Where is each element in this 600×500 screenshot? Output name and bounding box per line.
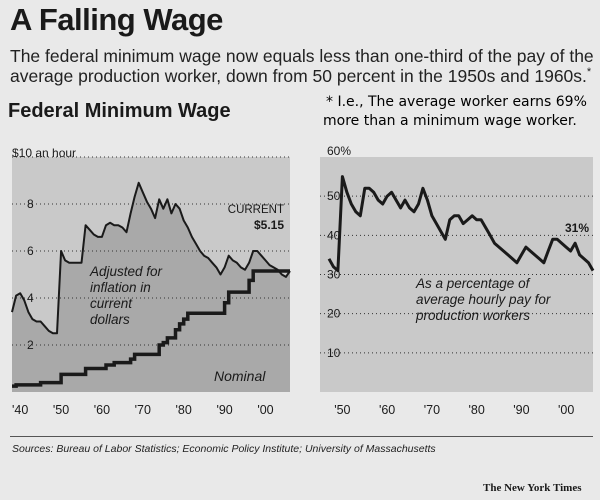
footnote-line-2: more than a minimum wage worker.	[323, 113, 577, 129]
sources: Sources: Bureau of Labor Statistics; Eco…	[12, 443, 436, 455]
annotation-adjusted: inflation in	[90, 280, 151, 295]
dek-line-2: average production worker, down from 50 …	[10, 66, 591, 87]
x-tick-label: '80	[468, 403, 484, 417]
y-tick-label: 50	[327, 189, 341, 203]
x-tick-label: '70	[424, 403, 440, 417]
y-tick-label: 8	[27, 197, 34, 211]
x-tick-label: '60	[94, 403, 110, 417]
x-tick-label: '00	[558, 403, 574, 417]
y-tick-label: 4	[27, 291, 34, 305]
annotation-nominal: Nominal	[214, 368, 266, 384]
annotation-current: CURRENT	[228, 204, 284, 216]
x-tick-label: '50	[53, 403, 69, 417]
y-tick-label: 60%	[327, 144, 351, 158]
series-line-percentage	[327, 175, 595, 273]
x-tick-label: '90	[513, 403, 529, 417]
x-tick-label: '40	[12, 403, 28, 417]
annotation-current-pct: 31%	[565, 221, 589, 235]
x-tick-label: '00	[257, 403, 273, 417]
chart-title: Federal Minimum Wage	[8, 100, 231, 122]
footnote-asterisk: *	[586, 66, 592, 78]
annotation-percentage: As a percentage of	[415, 276, 531, 291]
x-tick-label: '50	[334, 403, 350, 417]
annotation-adjusted: dollars	[90, 312, 130, 327]
series-line-adjusted	[11, 181, 291, 335]
headline: A Falling Wage	[10, 2, 223, 37]
dek-line-2-text: average production worker, down from 50 …	[10, 66, 587, 86]
adjusted-area	[12, 182, 290, 392]
y-tick-label: 6	[27, 244, 34, 258]
dek-line-1: The federal minimum wage now equals less…	[10, 46, 594, 66]
sources-rule	[10, 436, 593, 437]
y-tick-label: 2	[27, 338, 34, 352]
annotation-adjusted: current	[90, 296, 133, 311]
y-tick-label: 40	[327, 228, 341, 242]
x-tick-label: '90	[216, 403, 232, 417]
series-line-nominal	[12, 269, 290, 388]
x-tick-label: '60	[379, 403, 395, 417]
footnote-line-1: * I.e., The average worker earns 69%	[326, 94, 587, 110]
annotation-adjusted: Adjusted for	[89, 264, 163, 279]
y-tick-label: 20	[327, 307, 341, 321]
y-tick-label: 10	[327, 346, 341, 360]
annotation-percentage: production workers	[415, 308, 530, 323]
annotation-percentage: average hourly pay for	[416, 292, 551, 307]
left-chart: 2 4 6 8 '40 '50 '60 '70 '80 '90 '00 CURRENT $5.15 Adj…	[11, 156, 291, 417]
x-tick-label: '70	[135, 403, 151, 417]
annotation-current-value: $5.15	[254, 218, 284, 232]
credit: The New York Times	[483, 482, 582, 494]
x-tick-label: '80	[176, 403, 192, 417]
